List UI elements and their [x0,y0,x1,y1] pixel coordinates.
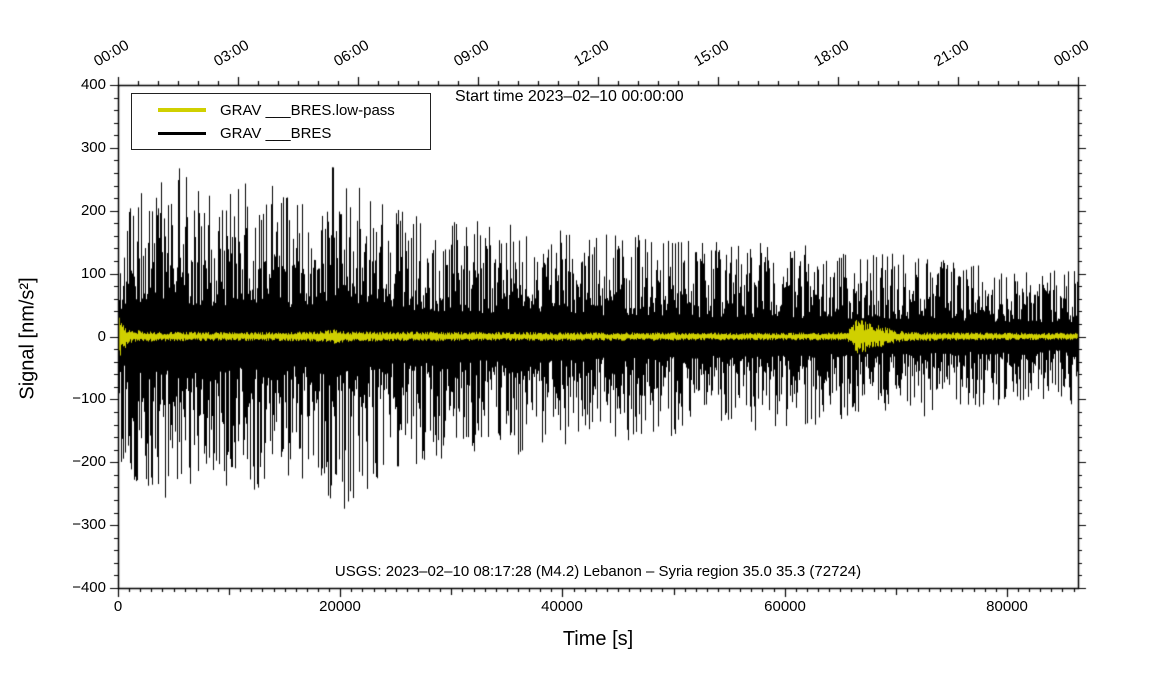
usgs-annotation: USGS: 2023–02–10 08:17:28 (M4.2) Lebanon… [334,563,862,580]
y-tick-label: 0 [97,328,106,345]
chart-title: Start time 2023–02–10 00:00:00 [455,88,684,105]
legend-swatch-raw [158,131,206,135]
y-tick-label: 200 [80,202,106,219]
x-tick-label: 20000 [319,598,361,615]
x-axis-title: Time [s] [562,628,634,650]
x-tick-label: 40000 [541,598,583,615]
legend-label-lowpass: GRAV ___BRES.low-pass [220,101,395,119]
legend-label-raw: GRAV ___BRES [220,124,332,142]
legend-item-lowpass: GRAV ___BRES.low-pass [158,102,430,119]
legend: GRAV ___BRES.low-pass GRAV ___BRES [131,93,431,150]
legend-swatch-lowpass [158,108,206,112]
y-tick-label: 400 [80,76,106,93]
x-tick-label: 0 [113,598,123,615]
y-tick-label: −300 [72,516,106,533]
x-tick-label: 80000 [986,598,1028,615]
x-tick-label: 60000 [764,598,806,615]
legend-item-raw: GRAV ___BRES [158,125,430,142]
y-tick-label: 300 [80,139,106,156]
y-tick-label: 100 [80,265,106,282]
y-tick-label: −100 [72,390,106,407]
y-tick-label: −200 [72,453,106,470]
y-tick-label: −400 [72,579,106,596]
